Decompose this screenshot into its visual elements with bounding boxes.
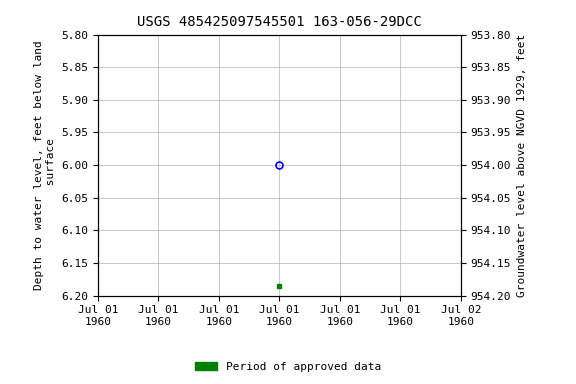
- Y-axis label: Groundwater level above NGVD 1929, feet: Groundwater level above NGVD 1929, feet: [517, 33, 526, 297]
- Y-axis label: Depth to water level, feet below land
 surface: Depth to water level, feet below land su…: [34, 40, 56, 290]
- Legend: Period of approved data: Period of approved data: [191, 358, 385, 377]
- Title: USGS 485425097545501 163-056-29DCC: USGS 485425097545501 163-056-29DCC: [137, 15, 422, 29]
